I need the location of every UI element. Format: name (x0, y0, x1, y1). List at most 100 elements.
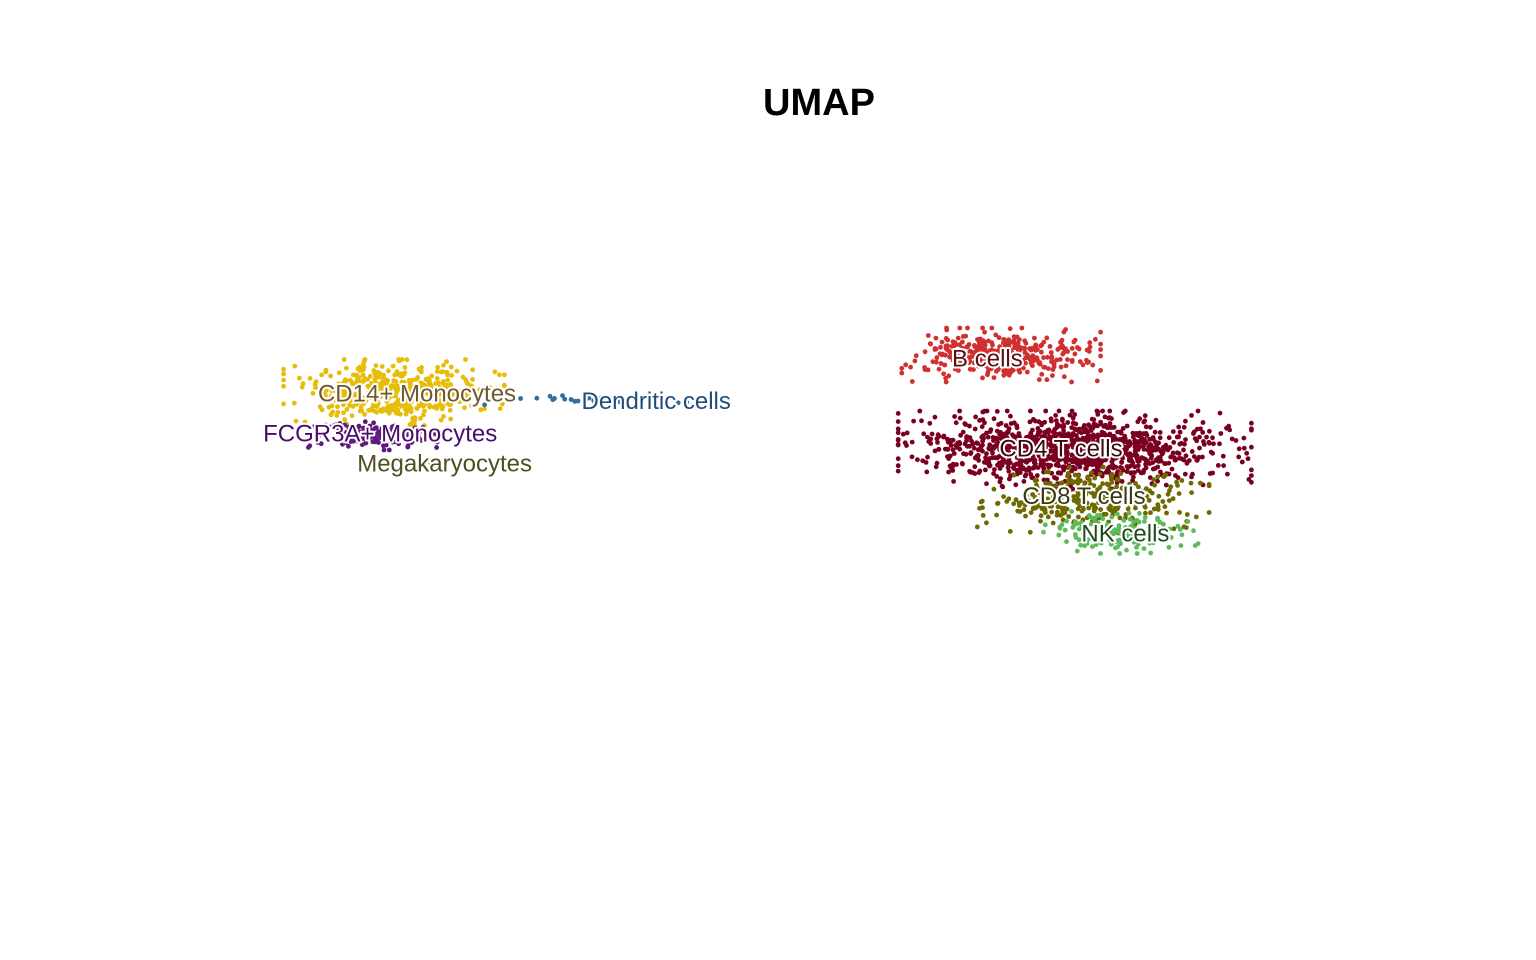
data-point (1076, 437, 1081, 442)
data-point (1035, 347, 1040, 352)
data-point (1087, 340, 1093, 346)
data-point (1167, 526, 1173, 532)
data-point (972, 455, 978, 461)
data-point (410, 434, 415, 440)
data-point (970, 470, 975, 475)
data-point (435, 365, 441, 370)
data-point (1029, 362, 1035, 368)
data-point (1104, 499, 1109, 505)
data-point (1061, 350, 1066, 356)
data-point (1160, 449, 1166, 455)
data-point (1193, 514, 1199, 520)
data-point (943, 352, 948, 358)
cluster-dendritic-cells (482, 392, 690, 408)
data-point (1069, 408, 1075, 414)
data-point (1079, 460, 1084, 465)
data-point (337, 394, 343, 400)
data-point (1139, 488, 1145, 494)
data-point (1048, 447, 1054, 453)
data-point (1155, 464, 1161, 470)
data-point (431, 404, 437, 410)
data-point (344, 429, 350, 435)
data-point (373, 409, 379, 414)
data-point (1064, 506, 1070, 512)
data-point (919, 418, 924, 424)
data-point (1017, 434, 1022, 440)
data-point (1038, 513, 1044, 519)
data-point (1226, 423, 1232, 429)
data-point (1118, 465, 1123, 470)
data-point (1166, 544, 1172, 550)
data-point (963, 422, 968, 427)
data-point (300, 381, 306, 386)
data-point (895, 437, 901, 442)
data-point (1136, 496, 1142, 502)
data-point (1164, 510, 1169, 516)
data-point (1027, 355, 1032, 361)
data-point (993, 348, 999, 354)
data-point (502, 389, 507, 395)
data-point (438, 417, 444, 423)
data-point (929, 431, 935, 437)
data-point (972, 426, 978, 432)
data-point (1095, 530, 1101, 536)
data-point (1109, 514, 1115, 520)
data-point (369, 380, 374, 386)
data-point (1030, 492, 1035, 497)
data-point (988, 444, 994, 450)
cluster-label-nk-cells: NK cells (1081, 520, 1169, 547)
data-point (1249, 427, 1254, 433)
data-point (1007, 460, 1013, 466)
data-point (1132, 500, 1138, 506)
data-point (470, 367, 476, 373)
data-point (390, 439, 395, 445)
data-point (1038, 462, 1044, 467)
data-point (1206, 483, 1212, 489)
data-point (360, 372, 366, 378)
data-point (957, 415, 963, 421)
data-point (462, 405, 467, 411)
data-point (1059, 480, 1065, 486)
data-point (341, 391, 346, 396)
data-point (500, 401, 505, 407)
data-point (470, 377, 475, 382)
data-point (1087, 477, 1092, 483)
data-point (1045, 514, 1051, 520)
data-point (1111, 499, 1117, 504)
data-point (1014, 334, 1020, 340)
data-point (378, 407, 383, 413)
data-point (1115, 451, 1121, 457)
data-point (306, 445, 311, 450)
data-point (1155, 478, 1160, 484)
data-point (1150, 540, 1156, 546)
data-point (936, 366, 942, 372)
data-point (1005, 347, 1011, 353)
data-point (1015, 441, 1021, 447)
data-point (1211, 441, 1216, 447)
data-point (1218, 431, 1224, 436)
data-point (1217, 410, 1223, 416)
data-point (468, 383, 474, 388)
data-point (313, 433, 319, 439)
data-point (1084, 463, 1090, 469)
data-point (407, 422, 413, 428)
data-point (1007, 361, 1013, 367)
data-point (1197, 480, 1203, 486)
data-point (1020, 358, 1026, 363)
data-point (347, 402, 352, 408)
data-point (302, 419, 308, 425)
data-point (1062, 527, 1068, 533)
data-point (413, 392, 419, 398)
data-point (1078, 542, 1084, 548)
data-point (1093, 422, 1099, 428)
data-point (1111, 433, 1117, 439)
data-point (377, 371, 383, 376)
points-layer (281, 325, 1254, 556)
data-point (1027, 529, 1033, 535)
data-point (438, 390, 444, 396)
data-point (1021, 479, 1027, 484)
data-point (1249, 444, 1254, 450)
data-point (1148, 424, 1153, 430)
data-point (1023, 340, 1029, 346)
data-point (967, 348, 973, 354)
